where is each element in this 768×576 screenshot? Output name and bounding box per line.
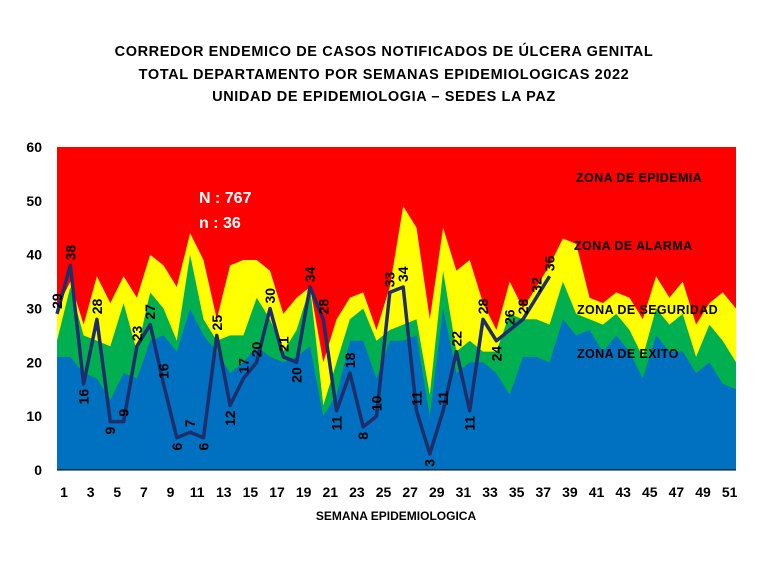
chart-title-line-1: CORREDOR ENDEMICO DE CASOS NOTIFICADOS D… — [114, 44, 654, 60]
y-tick-label: 50 — [26, 193, 42, 209]
data-label: 32 — [528, 277, 544, 293]
x-tick-label: 49 — [695, 484, 711, 500]
x-tick-label: 33 — [482, 484, 498, 500]
zone-label: ZONA DE EPIDEMIA — [576, 171, 702, 185]
data-label: 11 — [435, 391, 451, 406]
y-tick-label: 40 — [26, 247, 42, 263]
data-label: 11 — [408, 391, 424, 406]
data-label: 28 — [515, 299, 531, 315]
data-label: 36 — [542, 255, 558, 271]
x-tick-label: 5 — [113, 484, 121, 500]
data-label: 6 — [196, 443, 212, 451]
data-label: 23 — [129, 325, 145, 341]
data-label: 33 — [382, 272, 398, 288]
x-tick-label: 35 — [509, 484, 525, 500]
zone-area-3 — [57, 308, 736, 470]
x-tick-label: 7 — [140, 484, 148, 500]
x-tick-label: 39 — [562, 484, 578, 500]
x-tick-label: 19 — [296, 484, 312, 500]
data-label: 9 — [102, 426, 118, 434]
data-label: 28 — [315, 299, 331, 315]
x-tick-label: 37 — [536, 484, 552, 500]
data-label: 12 — [222, 410, 238, 426]
x-tick-label: 21 — [322, 484, 338, 500]
x-tick-label: 9 — [167, 484, 175, 500]
sample-count-annotation: n : 36 — [199, 215, 241, 232]
zones-layer — [57, 147, 736, 470]
x-tick-label: 11 — [190, 484, 205, 500]
x-tick-label: 51 — [722, 484, 738, 500]
cases-line-layer — [55, 263, 552, 456]
data-label: 30 — [262, 288, 278, 304]
data-label: 34 — [395, 266, 411, 282]
data-label: 6 — [169, 442, 185, 450]
data-label: 18 — [342, 352, 358, 368]
data-label: 22 — [448, 331, 464, 347]
total-cases-annotation: N : 767 — [199, 190, 252, 207]
chart-title-line-2: TOTAL DEPARTAMENTO POR SEMANAS EPIDEMIOL… — [138, 67, 630, 83]
x-tick-label: 17 — [269, 484, 285, 500]
data-label: 27 — [142, 304, 158, 320]
data-label: 9 — [116, 409, 132, 417]
data-label: 16 — [155, 363, 171, 379]
zone-labels-layer: ZONA DE EPIDEMIA ZONA DE ALARMA ZONA DE SE… — [574, 171, 718, 361]
x-tick-label: 27 — [402, 484, 418, 500]
data-label: 34 — [302, 266, 318, 282]
data-label: 28 — [475, 298, 491, 314]
data-label: 38 — [62, 245, 78, 261]
x-tick-label: 23 — [349, 484, 365, 500]
data-label: 8 — [355, 432, 371, 440]
y-tick-label: 20 — [26, 354, 42, 370]
data-label: 25 — [209, 315, 225, 331]
data-label: 10 — [368, 395, 384, 411]
data-label: 3 — [422, 459, 438, 467]
zone-label: ZONA DE ALARMA — [574, 239, 693, 253]
y-tick-label: 60 — [26, 139, 42, 155]
x-tick-label: 47 — [669, 484, 685, 500]
x-tick-label: 15 — [243, 484, 259, 500]
data-label: 11 — [329, 416, 345, 431]
x-tick-label: 29 — [429, 484, 445, 500]
data-label: 17 — [235, 358, 251, 374]
x-tick-label: 1 — [60, 484, 68, 500]
cases-line — [55, 263, 552, 456]
data-label: 7 — [182, 419, 198, 427]
data-label: 16 — [76, 389, 92, 405]
data-label: 20 — [249, 342, 265, 358]
x-tick-label: 13 — [216, 484, 232, 500]
x-tick-label: 3 — [87, 484, 95, 500]
x-tick-label: 25 — [376, 484, 392, 500]
y-tick-label: 10 — [26, 408, 42, 424]
zone-label: ZONA DE EXITO — [577, 347, 679, 361]
zone-label: ZONA DE SEGURIDAD — [577, 303, 718, 317]
x-tick-label: 41 — [589, 484, 605, 500]
x-tick-label: 45 — [642, 484, 658, 500]
data-label: 29 — [49, 293, 65, 309]
x-tick-label: 31 — [456, 484, 472, 500]
x-tick-label: 43 — [615, 484, 631, 500]
data-label: 20 — [289, 367, 305, 383]
x-axis-label: SEMANA EPIDEMIOLOGICA — [316, 509, 477, 523]
data-label: 26 — [502, 309, 518, 325]
data-label: 28 — [89, 298, 105, 314]
y-tick-label: 30 — [26, 301, 42, 317]
y-tick-label: 0 — [34, 462, 42, 478]
chart-title-line-3: UNIDAD DE EPIDEMIOLOGIA – SEDES LA PAZ — [212, 89, 556, 105]
data-labels-layer: 2938162899232716676251217203021203428111… — [49, 245, 558, 467]
data-label: 11 — [462, 416, 478, 431]
data-label: 21 — [275, 336, 291, 352]
data-label: 24 — [488, 346, 504, 362]
